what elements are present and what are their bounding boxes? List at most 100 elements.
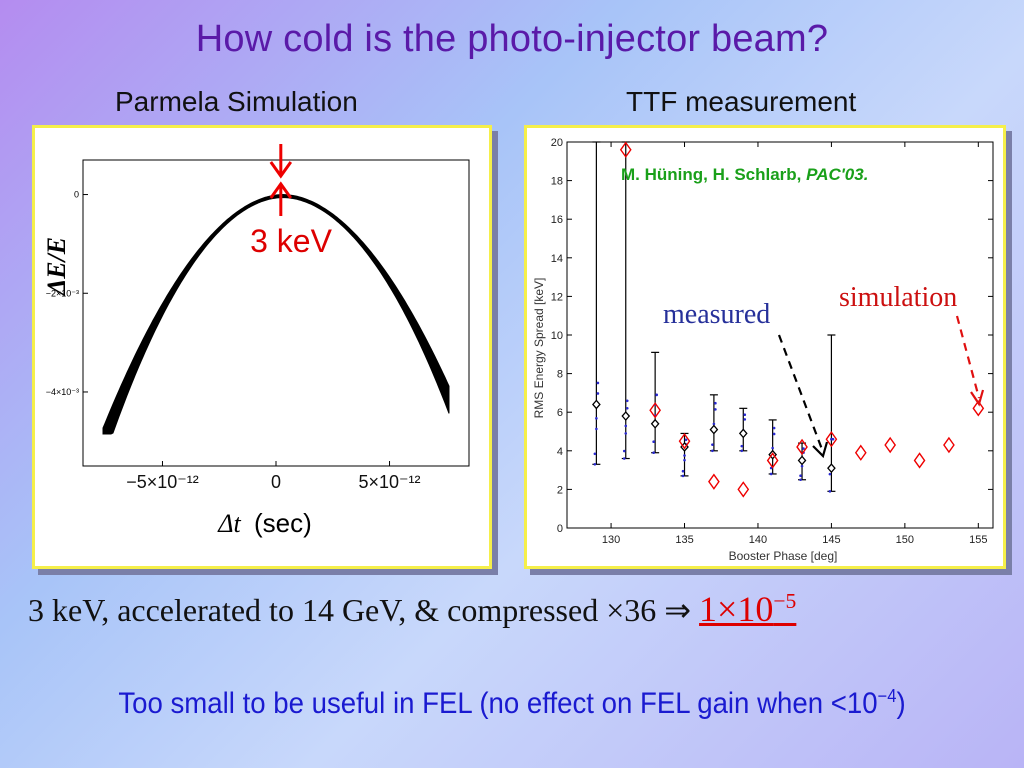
measured-sample bbox=[714, 401, 717, 405]
x-tick-label: 5×10⁻¹² bbox=[359, 472, 421, 492]
y-tick-label: 12 bbox=[551, 291, 563, 303]
measured-point bbox=[797, 455, 807, 466]
x-tick-label: 150 bbox=[896, 534, 914, 546]
measured-sample bbox=[828, 472, 832, 476]
simulation-point bbox=[913, 452, 926, 469]
conclusion-line: Too small to be useful in FEL (no effect… bbox=[118, 686, 906, 720]
measured-sample bbox=[622, 457, 626, 460]
measured-point bbox=[738, 428, 748, 439]
measured-sample bbox=[740, 444, 744, 448]
parmela-panel: 0 −2×10⁻³ −4×10⁻³ −5×10⁻¹² 0 5×10⁻¹² 3 keV ΔE… bbox=[32, 125, 492, 569]
summary-result: 1×10−5 bbox=[699, 589, 797, 629]
measured-arrowhead bbox=[812, 441, 829, 459]
y-tick-label: 16 bbox=[551, 214, 563, 226]
arrow-down-head bbox=[269, 161, 293, 179]
simulation-point bbox=[766, 452, 779, 469]
measured-sample bbox=[772, 426, 776, 430]
measured-sample bbox=[593, 463, 597, 466]
x-tick-label: 145 bbox=[822, 534, 840, 546]
bell-curve-area bbox=[102, 193, 450, 435]
x-tick-label: 155 bbox=[969, 534, 987, 546]
y-tick-label: 18 bbox=[551, 176, 563, 188]
citation: M. Hüning, H. Schlarb, PAC'03. bbox=[621, 165, 868, 184]
measured-sample bbox=[711, 443, 714, 446]
y-tick-label: 2 bbox=[557, 484, 563, 496]
measured-sample bbox=[771, 446, 774, 450]
simulation-point bbox=[708, 473, 720, 490]
simulation-point bbox=[825, 431, 838, 448]
measured-sample bbox=[622, 449, 626, 453]
y-tick-label: 0 bbox=[74, 190, 79, 200]
measured-arrow bbox=[777, 334, 825, 453]
right-heading: TTF measurement bbox=[626, 86, 857, 117]
measured-point bbox=[592, 399, 601, 410]
measured-sample bbox=[831, 437, 835, 441]
x-tick-label: 130 bbox=[602, 534, 620, 546]
measured-sample bbox=[743, 413, 747, 417]
measured-sample bbox=[596, 381, 600, 385]
simulation-point bbox=[884, 436, 897, 454]
measured-sample bbox=[712, 422, 716, 426]
measured-sample bbox=[681, 474, 685, 478]
slide-title: How cold is the photo-injector beam? bbox=[195, 18, 829, 60]
simulation-point bbox=[796, 438, 808, 456]
measured-sample bbox=[799, 478, 802, 482]
measured-sample bbox=[595, 427, 598, 431]
x-tick-label: −5×10⁻¹² bbox=[126, 472, 199, 492]
peak-width-arrows bbox=[269, 144, 293, 216]
measured-sample bbox=[799, 474, 802, 478]
measured-sample bbox=[624, 424, 628, 428]
measured-sample bbox=[596, 392, 600, 395]
measured-sample bbox=[714, 408, 717, 411]
x-axis-label: Δt (sec) bbox=[217, 508, 312, 538]
measured-sample bbox=[711, 449, 714, 453]
annotation-3kev: 3 keV bbox=[250, 223, 332, 259]
x-tick-label: 0 bbox=[271, 472, 281, 492]
measured-sample bbox=[740, 449, 744, 453]
measured-point bbox=[650, 418, 660, 429]
simulation-point bbox=[649, 402, 661, 419]
y-tick-label: 6 bbox=[557, 407, 563, 419]
y-tick-label: −4×10⁻³ bbox=[46, 387, 79, 397]
measured-sample bbox=[625, 406, 629, 410]
measured-point bbox=[709, 424, 719, 435]
measured-sample bbox=[655, 393, 658, 397]
measured-sample bbox=[652, 451, 655, 455]
simulation-point bbox=[943, 436, 955, 454]
y-tick-label: 0 bbox=[557, 523, 563, 535]
arrow-up-head bbox=[269, 181, 293, 199]
y-axis-label: ΔE/E bbox=[42, 237, 71, 296]
measured-sample bbox=[652, 440, 655, 443]
measured-sample bbox=[684, 438, 688, 442]
measured-sample bbox=[683, 454, 686, 457]
y-axis-label-right: RMS Energy Spread [keV] bbox=[532, 278, 546, 419]
measured-sample bbox=[802, 447, 805, 450]
measured-sample bbox=[595, 417, 598, 420]
simulation-arrow bbox=[955, 315, 981, 399]
simulation-arrowhead bbox=[970, 389, 985, 407]
simulation-point bbox=[737, 481, 750, 498]
label-simulation: simulation bbox=[839, 282, 957, 313]
simulation-point bbox=[972, 400, 985, 417]
measured-sample bbox=[593, 452, 597, 456]
measured-point bbox=[827, 463, 836, 474]
simulation-point bbox=[678, 432, 691, 450]
measured-sample bbox=[743, 418, 747, 421]
parmela-chart: 0 −2×10⁻³ −4×10⁻³ −5×10⁻¹² 0 5×10⁻¹² 3 keV ΔE… bbox=[42, 144, 470, 538]
x-axis-label-right: Booster Phase [deg] bbox=[729, 549, 838, 563]
summary-text: 3 keV, accelerated to 14 GeV, & compress… bbox=[28, 592, 692, 628]
measured-sample bbox=[681, 469, 685, 473]
label-measured: measured bbox=[663, 299, 770, 330]
measured-sample bbox=[769, 472, 773, 476]
measured-sample bbox=[625, 399, 629, 403]
y-tick-label: 8 bbox=[557, 369, 563, 381]
simulation-point bbox=[854, 444, 867, 461]
y-tick-label: 10 bbox=[551, 330, 563, 342]
ttf-panel: 0 2 4 6 8 10 12 14 16 18 20 130 135 140 145 150 155 RMS … bbox=[524, 125, 1006, 569]
measured-sample bbox=[624, 432, 628, 435]
y-tick-label: 20 bbox=[551, 137, 563, 149]
y-tick-label: 14 bbox=[551, 253, 563, 265]
y-tick-label: 4 bbox=[557, 446, 563, 458]
left-heading: Parmela Simulation bbox=[115, 86, 358, 117]
measured-sample bbox=[683, 458, 686, 462]
